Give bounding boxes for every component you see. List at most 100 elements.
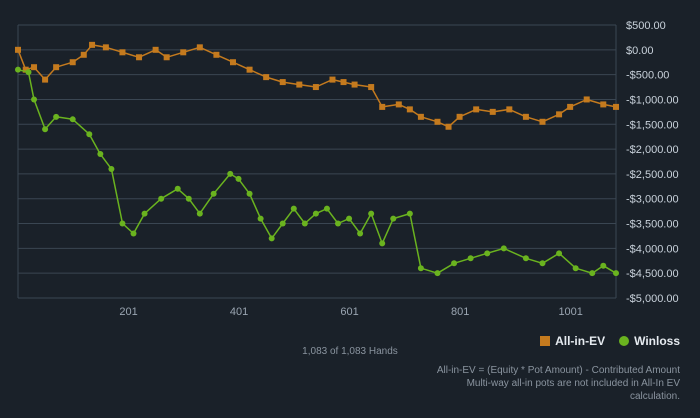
data-point[interactable] <box>379 240 386 247</box>
data-point[interactable] <box>556 250 563 257</box>
legend-item-all-in-ev[interactable]: All-in-EV <box>540 334 605 348</box>
data-point[interactable] <box>456 113 463 120</box>
data-point[interactable] <box>119 49 126 56</box>
data-point[interactable] <box>379 103 386 110</box>
data-point[interactable] <box>108 165 115 172</box>
data-point[interactable] <box>484 250 491 257</box>
data-point[interactable] <box>406 210 413 217</box>
data-point[interactable] <box>136 54 143 61</box>
data-point[interactable] <box>119 220 126 227</box>
data-point[interactable] <box>567 103 574 110</box>
data-point[interactable] <box>15 66 21 73</box>
data-point[interactable] <box>246 190 253 197</box>
data-point[interactable] <box>22 66 29 73</box>
data-point[interactable] <box>434 118 441 125</box>
data-point[interactable] <box>500 245 507 252</box>
data-point[interactable] <box>69 116 76 123</box>
y-tick-label: -$2,500.00 <box>626 169 679 181</box>
data-point[interactable] <box>53 64 60 71</box>
data-point[interactable] <box>539 260 546 267</box>
data-point[interactable] <box>86 131 93 138</box>
data-point[interactable] <box>589 270 596 277</box>
y-tick-label: -$3,500.00 <box>626 219 679 231</box>
data-point[interactable] <box>89 41 96 48</box>
data-point[interactable] <box>31 96 38 103</box>
data-point[interactable] <box>263 74 270 81</box>
data-point[interactable] <box>522 113 529 120</box>
data-point[interactable] <box>368 210 375 217</box>
data-point[interactable] <box>174 185 181 192</box>
data-point[interactable] <box>390 215 397 222</box>
data-point[interactable] <box>467 255 474 262</box>
data-point[interactable] <box>506 106 513 113</box>
data-point[interactable] <box>15 46 21 53</box>
data-point[interactable] <box>613 270 619 277</box>
data-point[interactable] <box>69 59 76 66</box>
data-point[interactable] <box>196 44 203 51</box>
data-point[interactable] <box>102 44 109 51</box>
data-point[interactable] <box>290 205 297 212</box>
data-point[interactable] <box>42 76 49 83</box>
data-point[interactable] <box>451 260 458 267</box>
data-point[interactable] <box>600 101 607 108</box>
axes: $500.00 $0.00 -$500.00 -$1,000.00 -$1,500.00… <box>119 20 678 318</box>
data-point[interactable] <box>473 106 480 113</box>
data-point[interactable] <box>368 84 375 91</box>
data-point[interactable] <box>158 195 165 202</box>
data-point[interactable] <box>417 113 424 120</box>
data-point[interactable] <box>572 265 579 272</box>
data-point[interactable] <box>445 123 452 130</box>
data-point[interactable] <box>556 111 563 118</box>
data-point[interactable] <box>213 51 220 58</box>
data-point[interactable] <box>80 51 87 58</box>
data-point[interactable] <box>613 103 619 110</box>
data-point[interactable] <box>346 215 353 222</box>
data-point[interactable] <box>246 66 253 73</box>
series-layer <box>15 41 619 277</box>
legend-item-winloss[interactable]: Winloss <box>619 334 680 348</box>
data-point[interactable] <box>229 59 236 66</box>
data-point[interactable] <box>296 81 303 88</box>
data-point[interactable] <box>406 106 413 113</box>
data-point[interactable] <box>351 81 358 88</box>
data-point[interactable] <box>357 230 364 237</box>
data-point[interactable] <box>42 126 49 133</box>
data-point[interactable] <box>340 79 347 86</box>
data-point[interactable] <box>301 220 308 227</box>
data-point[interactable] <box>210 190 217 197</box>
data-point[interactable] <box>163 54 170 61</box>
data-point[interactable] <box>417 265 424 272</box>
data-point[interactable] <box>25 69 32 76</box>
data-point[interactable] <box>329 76 336 83</box>
data-point[interactable] <box>434 270 441 277</box>
data-point[interactable] <box>53 113 60 120</box>
data-point[interactable] <box>31 64 38 71</box>
data-point[interactable] <box>152 46 159 53</box>
footnote: All-in-EV = (Equity * Pot Amount) - Cont… <box>380 364 680 403</box>
data-point[interactable] <box>489 108 496 115</box>
data-point[interactable] <box>312 84 319 91</box>
data-point[interactable] <box>539 118 546 125</box>
data-point[interactable] <box>522 255 529 262</box>
data-point[interactable] <box>97 151 104 158</box>
data-point[interactable] <box>257 215 264 222</box>
data-point[interactable] <box>395 101 402 108</box>
legend-label-winloss: Winloss <box>634 334 680 348</box>
data-point[interactable] <box>312 210 319 217</box>
data-point[interactable] <box>268 235 275 242</box>
data-point[interactable] <box>180 49 187 56</box>
data-point[interactable] <box>335 220 342 227</box>
x-tick-label: 801 <box>451 306 469 318</box>
y-tick-label: $0.00 <box>626 45 654 57</box>
data-point[interactable] <box>583 96 590 103</box>
data-point[interactable] <box>600 262 607 269</box>
data-point[interactable] <box>279 79 286 86</box>
data-point[interactable] <box>323 205 330 212</box>
data-point[interactable] <box>196 210 203 217</box>
data-point[interactable] <box>227 170 234 177</box>
data-point[interactable] <box>185 195 192 202</box>
data-point[interactable] <box>141 210 148 217</box>
data-point[interactable] <box>279 220 286 227</box>
data-point[interactable] <box>130 230 137 237</box>
data-point[interactable] <box>235 175 242 182</box>
